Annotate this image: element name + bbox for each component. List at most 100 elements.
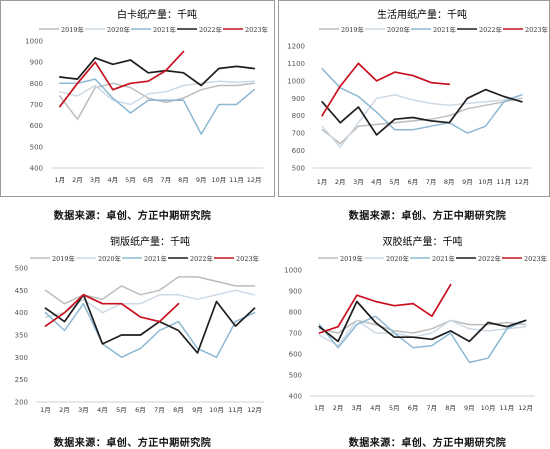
legend-label: 2019年	[61, 25, 85, 34]
x-tick-label: 10月	[211, 176, 226, 184]
series-line	[44, 293, 256, 354]
y-tick-label: 500	[30, 143, 43, 151]
x-tick-label: 2月	[335, 178, 346, 186]
y-tick-label: 600	[30, 122, 43, 130]
x-tick-label: 6月	[408, 178, 419, 186]
y-tick-label: 700	[292, 130, 305, 138]
legend-label: 2021年	[144, 254, 168, 263]
series-line	[44, 289, 256, 318]
series-line	[59, 78, 255, 135]
x-tick-label: 3月	[78, 406, 89, 414]
x-tick-label: 9月	[192, 406, 203, 414]
x-tick-label: 10月	[478, 178, 493, 186]
legend-label: 2021年	[153, 25, 177, 34]
y-tick-label: 400	[30, 165, 43, 173]
x-tick-label: 1月	[40, 406, 51, 414]
x-tick-label: 10月	[481, 404, 496, 412]
x-tick-label: 8月	[444, 178, 455, 186]
x-tick-label: 12月	[518, 404, 533, 412]
y-tick-label: 1000	[287, 77, 305, 85]
x-tick-label: 1月	[314, 404, 325, 412]
series-line	[318, 319, 527, 334]
legend-label: 2019年	[341, 25, 365, 34]
x-tick-label: 1月	[55, 176, 66, 184]
y-tick-label: 250	[15, 376, 28, 384]
legend-label: 2022年	[190, 254, 214, 263]
panel-coated-paper: 铜版纸产量：千吨 2019年 2020年 2021年 2022年 2023年 200 250 3…	[0, 228, 275, 423]
series-line	[318, 283, 452, 334]
x-tick-label: 6月	[135, 406, 146, 414]
y-tick-label: 900	[30, 59, 43, 67]
source-caption-4: 数据来源：卓创、方正中期研究院	[348, 438, 507, 449]
y-tick-label: 300	[15, 354, 28, 362]
chart-coated-paper: 铜版纸产量：千吨 2019年 2020年 2021年 2022年 2023年 200 250 3…	[15, 235, 264, 414]
series-line	[59, 80, 255, 106]
legend-label: 2023年	[524, 254, 548, 263]
y-tick-label: 800	[292, 112, 305, 120]
y-tick-label: 900	[292, 95, 305, 103]
x-tick-label: 5月	[389, 404, 400, 412]
chart-title: 生活用纸产量：千吨	[377, 8, 467, 21]
legend-label: 2022年	[479, 25, 503, 34]
y-tick-label: 1000	[284, 267, 302, 275]
series-line	[318, 315, 527, 364]
legend-label: 2020年	[387, 25, 411, 34]
x-tick-label: 11月	[229, 176, 244, 184]
chart-title: 铜版纸产量：千吨	[110, 235, 190, 248]
x-tick-label: 2月	[72, 176, 83, 184]
chart-household-paper: 生活用纸产量：千吨 2019年 2020年 2021年 2022年 2023年 500 600…	[287, 8, 548, 186]
legend-label: 2023年	[245, 25, 269, 34]
legend-label: 2020年	[107, 25, 131, 34]
series-line	[44, 302, 256, 359]
source-caption-2: 数据来源：卓创、方正中期研究院	[348, 211, 507, 222]
series-line	[321, 94, 523, 148]
panel-white-card: 白卡纸产量：千吨 2019年 2020年 2021年 2022年 2023年 400 500 6…	[0, 0, 275, 197]
x-tick-label: 6月	[408, 404, 419, 412]
series-line	[321, 62, 451, 117]
x-tick-label: 11月	[496, 178, 511, 186]
x-tick-label: 9月	[196, 176, 207, 184]
y-tick-label: 400	[289, 393, 302, 401]
x-tick-label: 4月	[108, 176, 119, 184]
x-tick-label: 7月	[427, 404, 438, 412]
x-tick-label: 2月	[59, 406, 70, 414]
x-tick-label: 10月	[209, 406, 224, 414]
y-tick-label: 500	[15, 265, 28, 273]
legend-label: 2020年	[98, 254, 122, 263]
x-tick-label: 3月	[353, 178, 364, 186]
x-tick-label: 4月	[370, 404, 381, 412]
panel-household-paper: 生活用纸产量：千吨 2019年 2020年 2021年 2022年 2023年 500 600…	[278, 0, 550, 197]
x-tick-label: 5月	[116, 406, 127, 414]
legend-label: 2019年	[340, 254, 364, 263]
y-tick-label: 1000	[25, 38, 43, 46]
series-line	[58, 57, 256, 87]
x-tick-label: 8月	[178, 176, 189, 184]
y-tick-label: 350	[15, 332, 28, 340]
x-tick-label: 1月	[317, 178, 328, 186]
y-tick-label: 1100	[287, 60, 305, 68]
legend-label: 2023年	[236, 254, 260, 263]
x-tick-label: 12月	[515, 178, 530, 186]
x-tick-label: 9月	[464, 404, 475, 412]
y-tick-label: 900	[289, 288, 302, 296]
y-tick-label: 400	[15, 309, 28, 317]
chart-title: 白卡纸产量：千吨	[117, 8, 197, 21]
x-tick-label: 8月	[445, 404, 456, 412]
y-tick-label: 500	[292, 165, 305, 173]
y-tick-label: 1200	[287, 43, 305, 51]
legend-label: 2019年	[52, 254, 76, 263]
x-tick-label: 11月	[499, 404, 514, 412]
x-tick-label: 7月	[154, 406, 165, 414]
x-tick-label: 12月	[247, 406, 262, 414]
series-line	[321, 67, 523, 134]
x-tick-label: 7月	[161, 176, 172, 184]
panel-offset-paper: 双胶纸产量：千吨 2019年 2020年 2021年 2022年 2023年 400 500 6…	[278, 228, 550, 423]
chart-white-card: 白卡纸产量：千吨 2019年 2020年 2021年 2022年 2023年 400 500 6…	[25, 8, 269, 184]
series-line	[321, 97, 523, 145]
chart-offset-paper: 双胶纸产量：千吨 2019年 2020年 2021年 2022年 2023年 400 500 6…	[284, 235, 548, 412]
x-tick-label: 6月	[143, 176, 154, 184]
source-caption-1: 数据来源：卓创、方正中期研究院	[53, 211, 212, 222]
x-tick-label: 3月	[90, 176, 101, 184]
series-line	[44, 276, 256, 305]
x-tick-label: 4月	[97, 406, 108, 414]
